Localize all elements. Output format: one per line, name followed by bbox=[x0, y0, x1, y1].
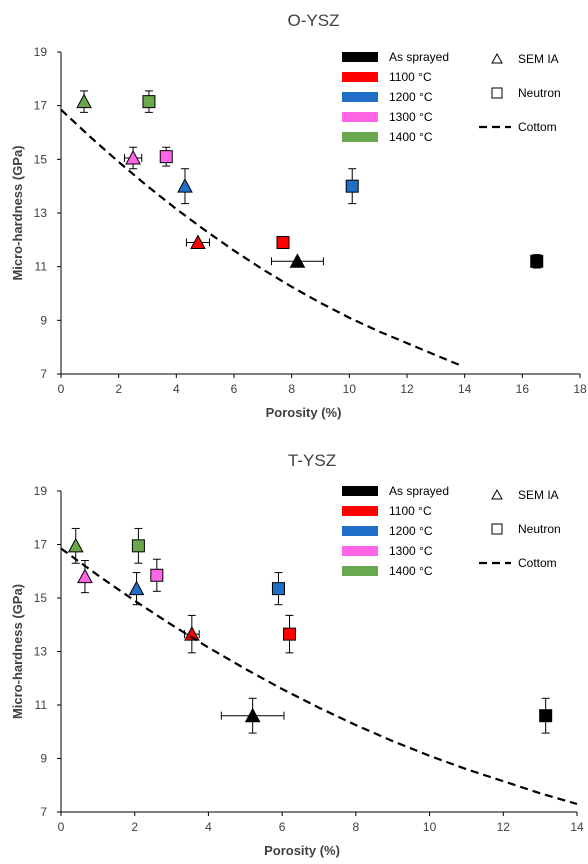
legend-swatch bbox=[342, 566, 378, 576]
legend-label: 1100 °C bbox=[389, 70, 432, 84]
sem-ia-point bbox=[77, 568, 93, 584]
x-tick-label: 8 bbox=[288, 382, 295, 396]
y-tick-label: 19 bbox=[34, 45, 48, 59]
legend-label: 1300 °C bbox=[389, 544, 433, 558]
neutron-point bbox=[539, 709, 553, 723]
y-axis-label: Micro-hardness (GPa) bbox=[10, 145, 25, 280]
y-tick-label: 15 bbox=[34, 152, 48, 166]
x-tick-label: 8 bbox=[353, 820, 360, 834]
legend-swatch bbox=[342, 72, 378, 82]
sem-ia-point bbox=[184, 626, 200, 641]
neutron-point bbox=[276, 236, 290, 250]
y-tick-label: 17 bbox=[34, 538, 48, 552]
x-tick-label: 10 bbox=[343, 382, 357, 396]
x-tick-label: 2 bbox=[115, 382, 122, 396]
legend-swatch bbox=[342, 526, 378, 536]
y-tick-label: 11 bbox=[35, 260, 48, 274]
legend-label: Neutron bbox=[518, 86, 561, 100]
legend-square-icon bbox=[491, 523, 503, 535]
x-tick-label: 16 bbox=[516, 382, 530, 396]
y-tick-label: 9 bbox=[40, 752, 47, 766]
y-tick-label: 19 bbox=[34, 484, 48, 498]
y-tick-label: 15 bbox=[34, 591, 48, 605]
legend-swatch bbox=[342, 52, 378, 62]
x-tick-label: 18 bbox=[573, 382, 587, 396]
x-axis-label: Porosity (%) bbox=[266, 405, 342, 420]
legend-swatch bbox=[342, 506, 378, 516]
legend-label: 1300 °C bbox=[389, 110, 433, 124]
x-tick-label: 12 bbox=[400, 382, 414, 396]
legend-triangle-icon bbox=[491, 52, 503, 64]
legend-label: SEM IA bbox=[518, 52, 559, 66]
x-tick-label: 14 bbox=[458, 382, 472, 396]
x-axis-label: Porosity (%) bbox=[264, 843, 340, 858]
chart-1: O-YSZ 0 2 4 6 8 10 12 14 16 18 7 9 11 13 15 17 19 Porosity… bbox=[10, 11, 587, 420]
x-tick-label: 0 bbox=[58, 382, 65, 396]
sem-ia-point bbox=[67, 537, 84, 553]
legend-label: 1200 °C bbox=[389, 90, 433, 104]
cottom-curve bbox=[60, 108, 463, 367]
y-tick-label: 7 bbox=[40, 367, 47, 381]
sem-ia-point bbox=[244, 707, 261, 723]
legend-label: Neutron bbox=[518, 522, 561, 536]
cottom-curve bbox=[60, 547, 578, 806]
x-tick-label: 6 bbox=[279, 820, 286, 834]
y-tick-label: 13 bbox=[34, 206, 48, 220]
legend-label: Cottom bbox=[518, 120, 557, 134]
sem-ia-point bbox=[177, 178, 193, 193]
sem-ia-point bbox=[190, 234, 206, 250]
chart-2: T-YSZ 0 2 4 6 8 10 12 14 7 9 11 13 15 17 19 Porosity (%)… bbox=[10, 451, 584, 858]
neutron-point bbox=[271, 582, 285, 596]
legend-label: Cottom bbox=[518, 556, 557, 570]
neutron-point bbox=[283, 627, 297, 641]
y-tick-label: 9 bbox=[40, 313, 47, 327]
legend-label: 1400 °C bbox=[389, 564, 433, 578]
legend-label: 1400 °C bbox=[389, 130, 433, 144]
chart-title: O-YSZ bbox=[288, 11, 340, 30]
legend-label: As sprayed bbox=[389, 484, 449, 498]
neutron-point bbox=[159, 150, 173, 164]
chart-title: T-YSZ bbox=[288, 451, 336, 470]
legend-label: As sprayed bbox=[389, 50, 449, 64]
legend-square-icon bbox=[491, 87, 503, 99]
sem-ia-point bbox=[128, 580, 145, 596]
y-tick-label: 11 bbox=[35, 698, 48, 712]
x-tick-label: 2 bbox=[131, 820, 138, 834]
x-tick-label: 4 bbox=[205, 820, 212, 834]
neutron-point bbox=[142, 95, 156, 109]
legend-swatch bbox=[342, 486, 378, 496]
y-axis-label: Micro-hardness (GPa) bbox=[10, 584, 25, 719]
neutron-point bbox=[131, 539, 145, 553]
y-tick-label: 13 bbox=[34, 645, 48, 659]
legend-swatch bbox=[342, 546, 378, 556]
neutron-point bbox=[345, 179, 359, 193]
sem-ia-point bbox=[76, 93, 92, 109]
x-tick-label: 0 bbox=[58, 820, 65, 834]
x-tick-label: 12 bbox=[497, 820, 511, 834]
y-tick-label: 17 bbox=[34, 99, 48, 113]
legend-swatch bbox=[342, 132, 378, 142]
sem-ia-point bbox=[289, 253, 306, 268]
legend-triangle-icon bbox=[491, 488, 503, 500]
legend-label: 1100 °C bbox=[389, 504, 432, 518]
y-tick-label: 7 bbox=[40, 805, 47, 819]
neutron-point bbox=[150, 568, 164, 582]
legend-label: 1200 °C bbox=[389, 524, 433, 538]
sem-ia-point bbox=[125, 149, 141, 165]
x-tick-label: 6 bbox=[231, 382, 238, 396]
legend-label: SEM IA bbox=[518, 488, 559, 502]
x-tick-label: 10 bbox=[423, 820, 437, 834]
neutron-point bbox=[530, 254, 544, 268]
legend-swatch bbox=[342, 112, 378, 122]
x-tick-label: 14 bbox=[570, 820, 584, 834]
legend-swatch bbox=[342, 92, 378, 102]
x-tick-label: 4 bbox=[173, 382, 180, 396]
